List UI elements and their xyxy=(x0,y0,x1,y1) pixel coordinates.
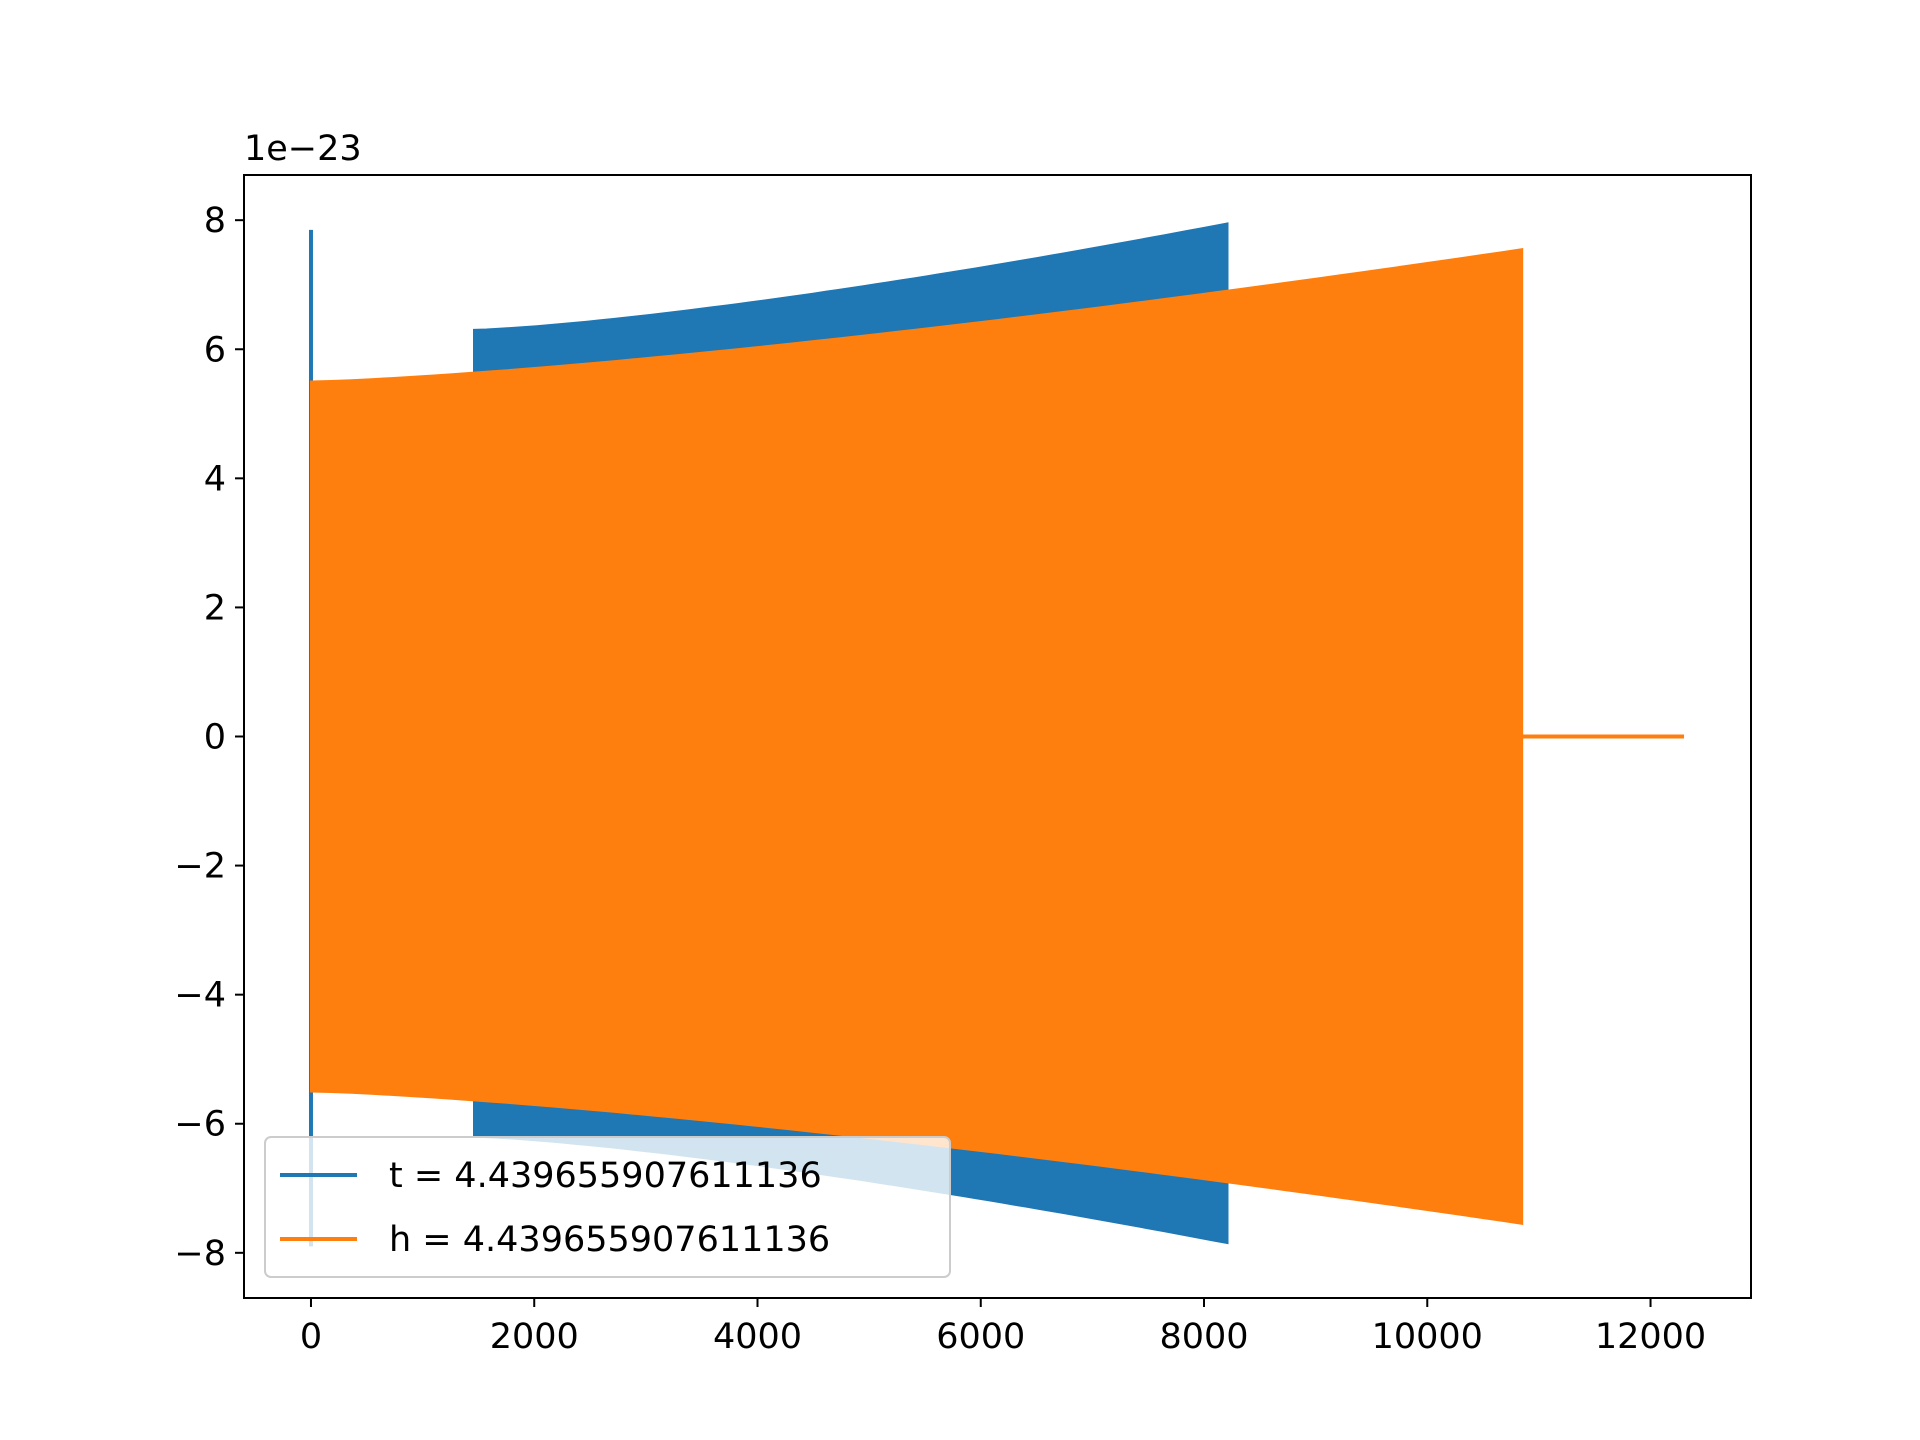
series-1-envelope xyxy=(310,248,1524,1225)
y-tick-label: −2 xyxy=(174,847,226,887)
y-axis: 8 6 4 2 0 −2 −4 −6 −8 xyxy=(174,201,244,1274)
legend: t = 4.439655907611136 h = 4.4396559076111… xyxy=(264,1136,951,1278)
y-tick-label: 6 xyxy=(204,330,226,370)
x-axis: 0 2000 4000 6000 8000 10000 12000 xyxy=(300,1298,1706,1357)
x-tick-label: 6000 xyxy=(936,1317,1025,1357)
y-tick-label: −6 xyxy=(174,1105,226,1145)
legend-label: t = 4.439655907611136 xyxy=(389,1156,822,1196)
x-tick-label: 2000 xyxy=(490,1317,579,1357)
legend-label: h = 4.439655907611136 xyxy=(389,1220,830,1260)
series-layer xyxy=(308,222,1685,1247)
y-tick-label: 4 xyxy=(204,459,226,499)
x-tick-label: 10000 xyxy=(1372,1317,1483,1357)
y-offset-label: 1e−23 xyxy=(244,129,362,169)
x-tick-label: 12000 xyxy=(1595,1317,1706,1357)
x-tick-label: 4000 xyxy=(713,1317,802,1357)
x-tick-label: 0 xyxy=(300,1317,322,1357)
y-tick-label: 8 xyxy=(204,201,226,241)
y-tick-label: 0 xyxy=(204,718,226,758)
x-tick-label: 8000 xyxy=(1159,1317,1248,1357)
y-tick-label: −8 xyxy=(174,1234,226,1274)
y-tick-label: 2 xyxy=(204,588,226,628)
y-tick-label: −4 xyxy=(174,976,226,1016)
legend-box xyxy=(264,1136,951,1278)
